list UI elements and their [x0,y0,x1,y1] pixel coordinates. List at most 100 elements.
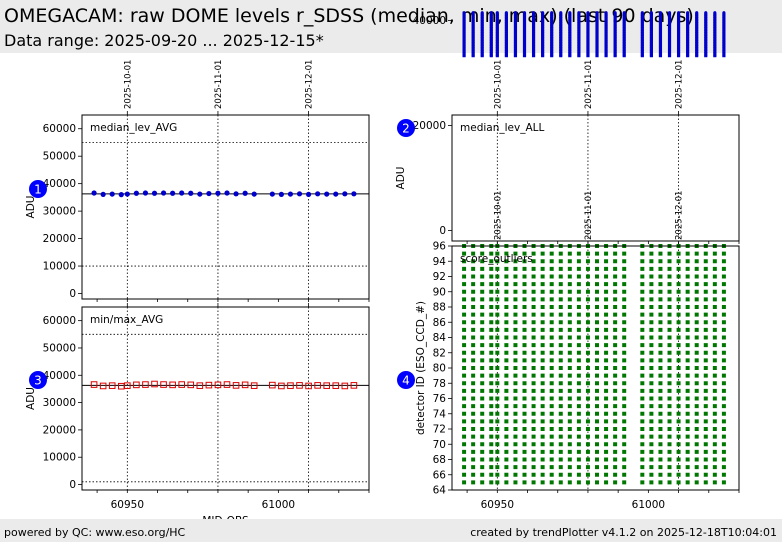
outlier-point [489,251,494,256]
outlier-point [667,465,672,470]
outlier-point [721,411,726,416]
data-point [541,43,545,47]
data-point [568,36,572,40]
outlier-point [495,297,500,302]
outlier-point [567,381,572,386]
outlier-point [694,274,699,279]
data-point [504,41,508,45]
data-point [722,31,726,35]
data-point [350,382,358,389]
outlier-point [613,358,618,363]
outlier-point [640,411,645,416]
data-point [668,43,672,47]
outlier-point [595,388,600,393]
data-point [495,16,499,20]
data-point [622,36,626,40]
outlier-point [694,404,699,409]
outlier-point [558,373,563,378]
outlier-point [676,327,681,332]
data-point [495,48,499,52]
outlier-point [504,327,509,332]
data-point [640,48,644,52]
data-point [223,381,231,388]
data-point [523,48,527,52]
outlier-point [703,251,708,256]
data-point [133,381,140,389]
outlier-point [649,472,654,477]
outlier-point [549,388,554,393]
outlier-point [576,434,581,439]
outlier-point [595,434,600,439]
outlier-point [471,251,476,256]
outlier-point [522,442,527,447]
outlier-point [522,427,527,431]
outlier-point [558,305,563,309]
outlier-point [595,366,600,370]
outlier-point [549,396,554,401]
data-point [532,13,536,17]
outlier-point [585,320,590,325]
data-point [704,18,708,22]
outlier-point [640,259,645,264]
data-point [462,38,466,42]
outlier-point [685,396,690,401]
data-point [595,46,599,50]
data-point [695,21,699,25]
outlier-point [495,404,500,409]
data-point [677,31,681,35]
data-point [704,16,708,20]
data-point [495,36,499,40]
data-point [686,38,690,42]
outlier-point [531,251,536,256]
y-tick-label: 50000 [43,151,76,163]
y-axis-label: ADU [395,167,407,190]
data-point [568,53,572,57]
data-point [480,48,484,52]
data-point [480,21,484,25]
data-point [523,13,527,17]
data-point [471,26,475,30]
data-point [232,382,240,389]
data-point [640,26,644,30]
data-point [550,36,554,40]
panel-number-badge [29,180,47,198]
outlier-point [676,404,681,409]
outlier-point [471,465,476,470]
outlier-point [495,457,500,462]
outlier-point [522,350,527,355]
data-point [471,11,475,15]
outlier-point [471,297,476,302]
data-point [658,11,662,15]
data-point [462,46,466,50]
outlier-point [676,289,681,294]
outlier-point [504,449,509,454]
data-point [513,26,517,30]
data-point [713,38,717,42]
outlier-point [667,282,672,287]
outlier-point [685,449,690,454]
data-point [649,26,653,30]
data-point [541,13,545,17]
outlier-point [531,312,536,317]
panel-number: 1 [34,183,42,197]
data-point [722,18,726,22]
data-point [559,53,563,57]
outlier-point [604,320,609,325]
outlier-point [522,343,527,348]
outlier-point [613,404,618,409]
outlier-point [694,335,699,340]
outlier-point [604,472,609,477]
outlier-point [522,465,527,470]
outlier-point [489,472,494,477]
data-point [604,13,608,17]
data-point [480,53,484,57]
outlier-point [694,327,699,332]
outlier-point [513,480,518,485]
outlier-point [685,305,690,309]
data-point [523,38,527,42]
data-point [668,13,672,17]
outlier-point [480,358,485,363]
outlier-point [531,320,536,325]
data-point [568,11,572,15]
outlier-point [640,427,645,431]
